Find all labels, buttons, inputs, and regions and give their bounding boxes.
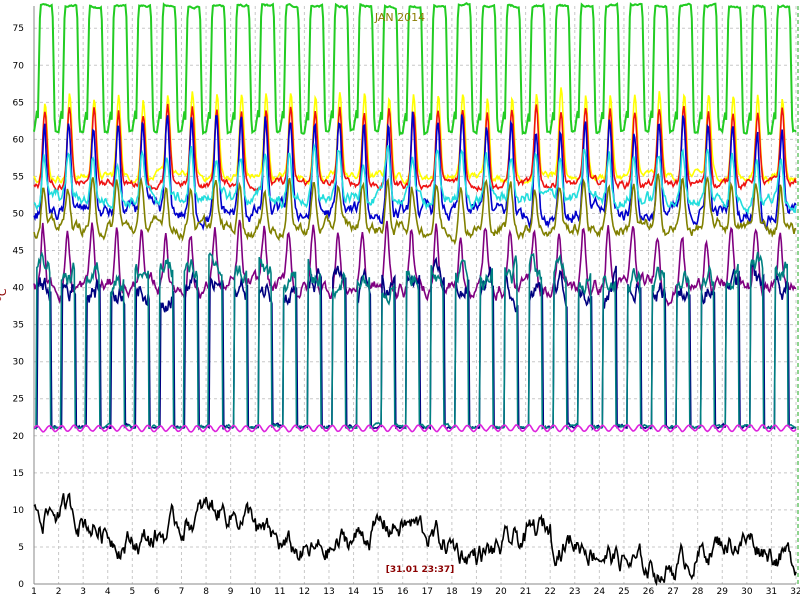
chart-title: JAN 2014 (374, 11, 425, 24)
y-tick-label: 25 (13, 395, 24, 405)
x-tick-label: 8 (203, 587, 209, 597)
x-tick-label: 18 (446, 587, 458, 597)
x-tick-label: 2 (56, 587, 62, 597)
y-tick-label: 35 (13, 321, 24, 331)
series-line-2 (33, 103, 797, 193)
y-tick-label: 55 (13, 172, 24, 182)
x-tick-label: 5 (129, 587, 135, 597)
x-tick-label: 23 (569, 587, 580, 597)
x-tick-label: 11 (274, 587, 285, 597)
x-tick-label: 7 (179, 587, 185, 597)
series-layer (33, 1, 797, 587)
x-tick-label: 22 (544, 587, 555, 597)
series-line-1 (33, 87, 797, 185)
x-tick-labels: 1 2 3 4 5 6 7 8 9 10 11 12 13 14 15 16 17 18 19 20 21 22 23 24 2… (31, 587, 800, 597)
x-tick-label: 27 (667, 587, 678, 597)
y-tick-label: 5 (18, 543, 24, 553)
x-tick-label: 30 (741, 587, 753, 597)
x-tick-label: 20 (495, 587, 507, 597)
y-axis-label: °C (0, 288, 9, 302)
x-tick-label: 12 (299, 587, 310, 597)
series-line-3 (33, 111, 797, 232)
x-tick-label: 31 (766, 587, 777, 597)
x-tick-label: 28 (692, 587, 704, 597)
x-tick-label: 6 (154, 587, 160, 597)
x-tick-label: 21 (520, 587, 531, 597)
x-tick-label: 1 (31, 587, 37, 597)
x-tick-label: 3 (80, 587, 86, 597)
y-tick-label: 40 (13, 284, 25, 294)
y-tick-label: 45 (13, 247, 24, 257)
x-tick-label: 10 (249, 587, 261, 597)
series-line-9 (33, 423, 797, 433)
x-tick-label: 9 (228, 587, 234, 597)
y-tick-label: 60 (13, 135, 25, 145)
x-tick-label: 16 (397, 587, 409, 597)
x-tick-label: 29 (717, 587, 729, 597)
series-line-6 (33, 219, 796, 307)
y-tick-label: 0 (18, 580, 24, 590)
y-tick-label: 70 (13, 61, 25, 71)
y-tick-label: 30 (13, 358, 25, 368)
x-tick-label: 4 (105, 587, 111, 597)
x-tick-label: 26 (643, 587, 655, 597)
series-line-10 (33, 492, 797, 587)
series-line-5 (33, 173, 797, 246)
x-tick-label: 14 (348, 587, 360, 597)
y-tick-label: 75 (13, 24, 24, 34)
x-tick-label: 17 (422, 587, 433, 597)
y-tick-label: 10 (13, 506, 25, 516)
x-tick-label: 13 (323, 587, 334, 597)
x-tick-label: 15 (372, 587, 383, 597)
y-tick-label: 20 (13, 432, 25, 442)
x-tick-label: 19 (471, 587, 483, 597)
x-tick-label: 24 (594, 587, 606, 597)
y-tick-label: 50 (13, 209, 25, 219)
y-tick-label: 65 (13, 98, 24, 108)
series-line-8 (33, 251, 797, 431)
series-line-0 (33, 1, 797, 137)
y-tick-labels: 0 5 10 15 20 25 30 35 40 45 50 55 60 65 70 75 (13, 24, 25, 590)
x-tick-label: 32 (790, 587, 800, 597)
series-line-4 (33, 142, 797, 216)
y-tick-label: 15 (13, 469, 24, 479)
cursor-timestamp: [31.01 23:37] (386, 565, 454, 575)
x-tick-label: 25 (618, 587, 629, 597)
